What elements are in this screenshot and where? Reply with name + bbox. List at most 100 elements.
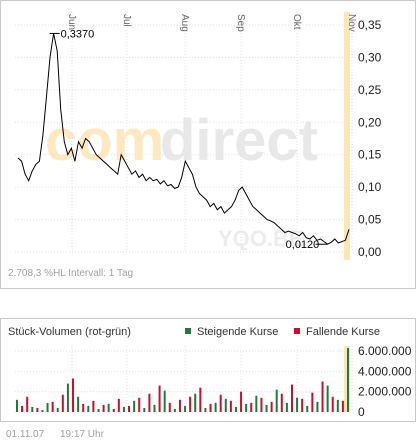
volume-bar-rising bbox=[46, 402, 49, 412]
legend-rising-label: Steigende Kurse bbox=[197, 326, 279, 338]
volume-y-tick-label: 4.000.000 bbox=[358, 364, 412, 378]
volume-bar-falling bbox=[51, 401, 54, 412]
volume-bar-falling bbox=[92, 400, 95, 412]
volume-bar-falling bbox=[280, 393, 283, 412]
watermark-symbol: YQO.BE bbox=[218, 226, 304, 251]
volume-bar-falling bbox=[117, 398, 120, 412]
volume-bar-rising bbox=[122, 406, 125, 412]
month-label: Jul bbox=[121, 14, 132, 27]
volume-bar-falling bbox=[158, 385, 161, 412]
volume-bar-falling bbox=[301, 398, 304, 412]
volume-bar-rising bbox=[336, 399, 339, 412]
watermark-direct: direct bbox=[160, 108, 318, 173]
volume-bar-rising bbox=[265, 404, 268, 412]
month-label: Sep bbox=[235, 14, 246, 32]
volume-bar-rising bbox=[255, 395, 258, 412]
volume-bar-rising bbox=[347, 348, 349, 412]
month-label: Nov bbox=[346, 14, 357, 32]
volume-bar-falling bbox=[331, 396, 334, 412]
y-tick-label: 0,15 bbox=[358, 148, 382, 162]
volume-bar-rising bbox=[224, 398, 227, 412]
y-tick-label: 0,05 bbox=[358, 213, 382, 227]
volume-bar-falling bbox=[61, 394, 64, 412]
legend-falling-label: Fallende Kurse bbox=[306, 326, 380, 338]
volume-bar-falling bbox=[199, 387, 202, 412]
volume-bar-falling bbox=[26, 396, 29, 412]
y-tick-label: 0,35 bbox=[358, 18, 382, 32]
price-line bbox=[17, 33, 350, 245]
volume-bar-rising bbox=[275, 389, 278, 412]
volume-bar-falling bbox=[178, 399, 181, 412]
volume-bar-rising bbox=[184, 405, 187, 412]
min-value-label: 0,0120 bbox=[286, 239, 320, 251]
volume-bar-falling bbox=[189, 396, 192, 412]
month-label: Jun bbox=[66, 14, 77, 30]
volume-bar-rising bbox=[234, 406, 237, 412]
volume-bar-falling bbox=[260, 397, 263, 412]
volume-bar-falling bbox=[102, 404, 105, 412]
volume-bar-rising bbox=[306, 405, 309, 412]
volume-bar-falling bbox=[36, 407, 39, 412]
volume-bar-rising bbox=[153, 404, 156, 412]
volume-y-tick-label: 6.000.000 bbox=[358, 344, 412, 358]
volume-bar-falling bbox=[209, 403, 212, 412]
y-tick-label: 0,10 bbox=[358, 180, 382, 194]
footer-date: 01.11.07 bbox=[6, 429, 45, 440]
volume-bar-rising bbox=[41, 409, 44, 412]
footer-time: 19:17 Uhr bbox=[60, 429, 104, 440]
volume-bar-rising bbox=[107, 403, 110, 412]
volume-bar-rising bbox=[66, 383, 69, 412]
y-tick-label: 0,30 bbox=[358, 50, 382, 64]
volume-bar-rising bbox=[133, 400, 136, 412]
legend-falling: Fallende Kurse bbox=[294, 326, 380, 338]
legend-falling-swatch bbox=[294, 328, 300, 334]
volume-y-tick-label: 2.000.000 bbox=[358, 385, 412, 399]
volume-bar-falling bbox=[128, 405, 131, 412]
volume-bar-rising bbox=[16, 399, 18, 412]
volume-bar-falling bbox=[321, 381, 324, 412]
volume-bar-falling bbox=[341, 400, 344, 412]
volume-bar-falling bbox=[219, 394, 222, 412]
volume-bar-rising bbox=[214, 402, 217, 412]
volume-bar-falling bbox=[168, 402, 171, 412]
volume-bar-falling bbox=[229, 400, 232, 412]
volume-bar-rising bbox=[316, 401, 319, 412]
volume-bar-falling bbox=[112, 408, 115, 412]
volume-bar-falling bbox=[290, 384, 293, 412]
volume-bar-rising bbox=[31, 406, 34, 412]
volume-bar-rising bbox=[143, 407, 146, 412]
range-interval-info: 2.708,3 %HL Intervall: 1 Tag bbox=[8, 268, 134, 279]
volume-bar-rising bbox=[87, 405, 90, 412]
month-label: Okt bbox=[291, 14, 302, 30]
volume-bar-rising bbox=[204, 407, 207, 412]
volume-bar-falling bbox=[250, 402, 253, 412]
volume-bar-rising bbox=[173, 408, 176, 412]
y-tick-label: 0,20 bbox=[358, 115, 382, 129]
volume-bar-falling bbox=[311, 392, 314, 412]
volume-bar-falling bbox=[72, 378, 75, 412]
y-axis-band bbox=[344, 12, 350, 260]
volume-y-tick-label: 0 bbox=[358, 405, 365, 419]
volume-bar-falling bbox=[148, 393, 151, 412]
volume-bar-rising bbox=[296, 397, 299, 412]
volume-bar-falling bbox=[138, 397, 141, 412]
y-tick-label: 0,00 bbox=[358, 245, 382, 259]
volume-bar-rising bbox=[97, 408, 100, 412]
max-value-label: 0,3370 bbox=[61, 28, 95, 40]
volume-chart-title: Stück-Volumen (rot-grün) bbox=[8, 326, 131, 338]
legend-rising: Steigende Kurse bbox=[185, 326, 278, 338]
volume-bar-falling bbox=[21, 405, 24, 412]
watermark-com: com bbox=[45, 108, 164, 173]
y-tick-label: 0,25 bbox=[358, 83, 382, 97]
volume-bar-rising bbox=[194, 393, 197, 412]
volume-bar-rising bbox=[56, 407, 59, 412]
volume-bar-rising bbox=[245, 403, 248, 412]
volume-bar-rising bbox=[326, 385, 329, 412]
volume-bar-falling bbox=[270, 401, 273, 412]
volume-bar-rising bbox=[285, 402, 288, 412]
volume-bar-falling bbox=[240, 391, 243, 412]
volume-bar-rising bbox=[163, 390, 166, 412]
volume-bar-falling bbox=[82, 403, 85, 412]
volume-bar-rising bbox=[77, 396, 80, 412]
